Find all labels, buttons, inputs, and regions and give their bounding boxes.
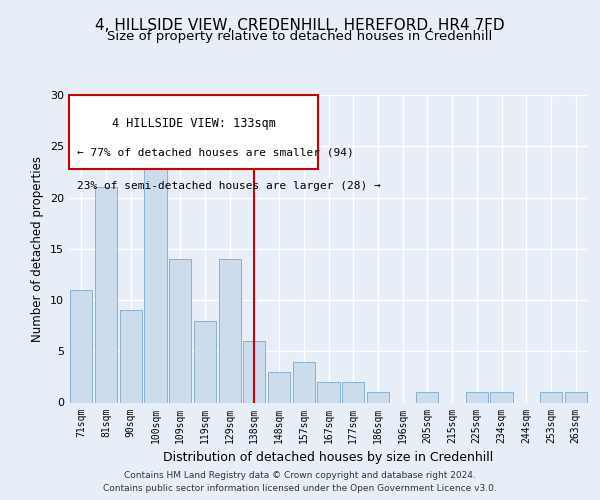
FancyBboxPatch shape bbox=[69, 95, 318, 169]
Text: 4, HILLSIDE VIEW, CREDENHILL, HEREFORD, HR4 7FD: 4, HILLSIDE VIEW, CREDENHILL, HEREFORD, … bbox=[95, 18, 505, 32]
Bar bbox=[342, 382, 364, 402]
Bar bbox=[145, 146, 167, 403]
Bar bbox=[194, 320, 216, 402]
Bar bbox=[416, 392, 439, 402]
Bar bbox=[466, 392, 488, 402]
Bar bbox=[565, 392, 587, 402]
Bar bbox=[293, 362, 315, 403]
Bar bbox=[268, 372, 290, 402]
Bar bbox=[367, 392, 389, 402]
Bar bbox=[119, 310, 142, 402]
Bar bbox=[490, 392, 512, 402]
Text: 23% of semi-detached houses are larger (28) →: 23% of semi-detached houses are larger (… bbox=[77, 181, 380, 191]
Bar bbox=[70, 290, 92, 403]
Bar bbox=[95, 187, 117, 402]
X-axis label: Distribution of detached houses by size in Credenhill: Distribution of detached houses by size … bbox=[163, 451, 494, 464]
Text: 4 HILLSIDE VIEW: 133sqm: 4 HILLSIDE VIEW: 133sqm bbox=[112, 116, 275, 130]
Y-axis label: Number of detached properties: Number of detached properties bbox=[31, 156, 44, 342]
Bar bbox=[317, 382, 340, 402]
Bar bbox=[540, 392, 562, 402]
Bar bbox=[243, 341, 265, 402]
Bar bbox=[169, 259, 191, 402]
Text: ← 77% of detached houses are smaller (94): ← 77% of detached houses are smaller (94… bbox=[77, 148, 353, 158]
Text: Size of property relative to detached houses in Credenhill: Size of property relative to detached ho… bbox=[107, 30, 493, 43]
Text: Contains HM Land Registry data © Crown copyright and database right 2024.: Contains HM Land Registry data © Crown c… bbox=[124, 471, 476, 480]
Text: Contains public sector information licensed under the Open Government Licence v3: Contains public sector information licen… bbox=[103, 484, 497, 493]
Bar bbox=[218, 259, 241, 402]
